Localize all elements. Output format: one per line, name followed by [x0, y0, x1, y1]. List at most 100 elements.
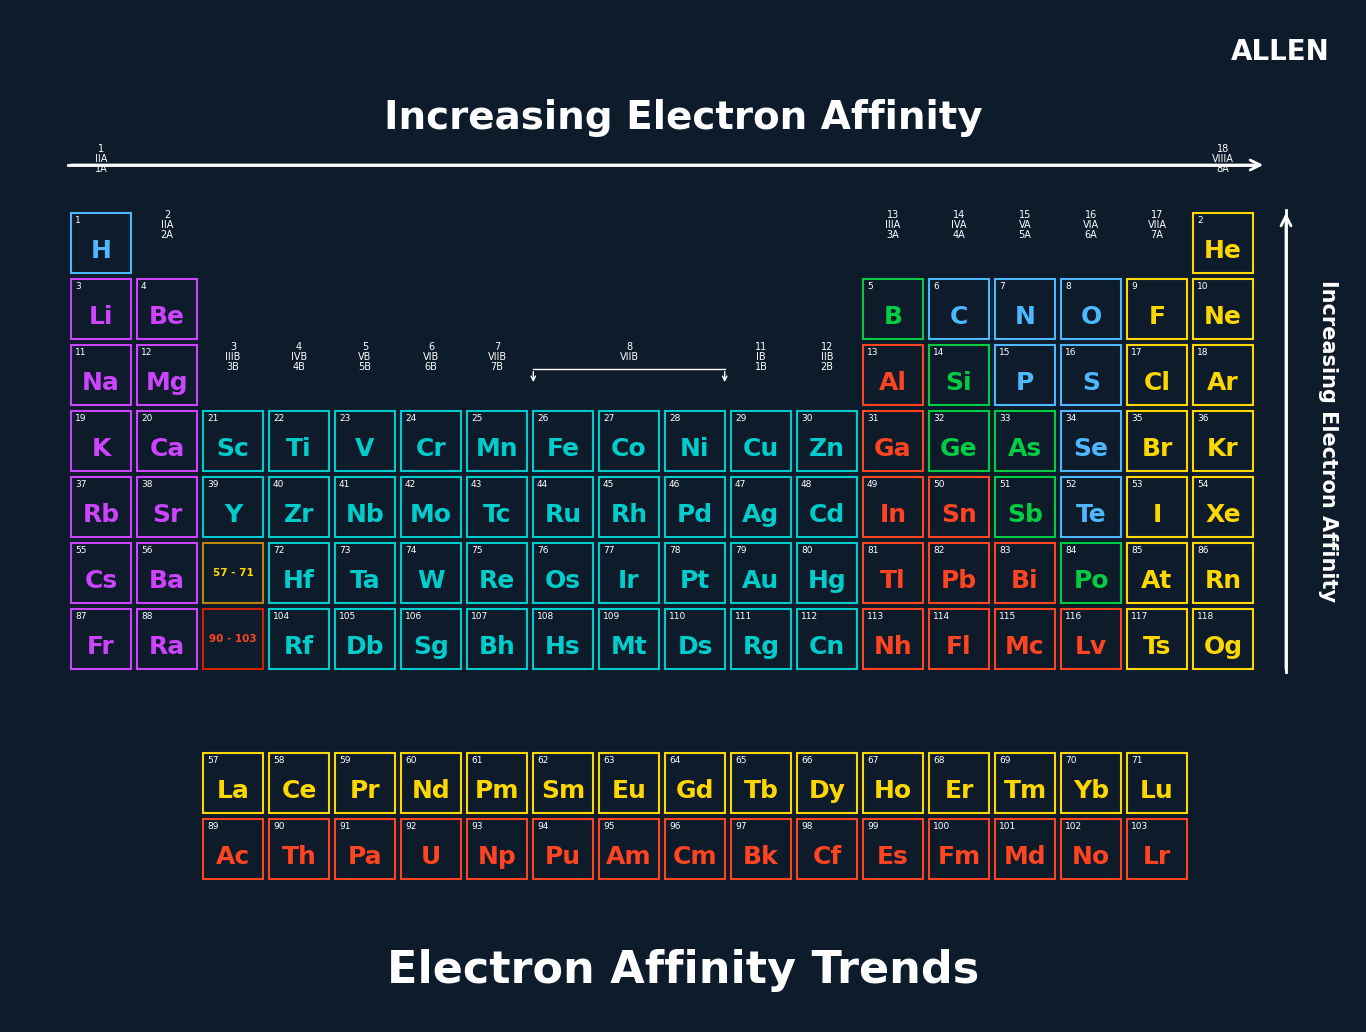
Text: Sm: Sm: [541, 779, 585, 803]
Text: 19: 19: [75, 414, 86, 423]
Text: 78: 78: [669, 546, 680, 555]
Text: 24: 24: [404, 414, 417, 423]
Bar: [204, 477, 264, 537]
Text: 101: 101: [999, 823, 1016, 831]
Bar: [467, 753, 527, 813]
Bar: [1193, 477, 1253, 537]
Text: 23: 23: [339, 414, 350, 423]
Text: 105: 105: [339, 612, 357, 621]
Text: Np: Np: [478, 845, 516, 869]
Text: 96: 96: [669, 823, 680, 831]
Text: 3: 3: [229, 342, 236, 352]
Text: IVB: IVB: [291, 352, 307, 362]
Text: Cs: Cs: [85, 569, 117, 593]
Text: Tb: Tb: [743, 779, 779, 803]
Bar: [731, 609, 791, 669]
Text: 21: 21: [208, 414, 219, 423]
Text: 16: 16: [1085, 209, 1097, 220]
Text: 100: 100: [933, 823, 951, 831]
Bar: [600, 819, 658, 879]
Bar: [994, 543, 1055, 603]
Text: 39: 39: [208, 480, 219, 489]
Text: 4B: 4B: [292, 362, 306, 372]
Text: At: At: [1142, 569, 1172, 593]
Text: Cm: Cm: [672, 845, 717, 869]
Bar: [269, 411, 329, 471]
Text: Ir: Ir: [619, 569, 639, 593]
Bar: [1127, 753, 1187, 813]
Text: 57 - 71: 57 - 71: [213, 568, 253, 578]
Text: P: P: [1016, 370, 1034, 395]
Text: 81: 81: [867, 546, 878, 555]
Text: 60: 60: [404, 756, 417, 765]
Bar: [204, 609, 264, 669]
Text: 6: 6: [428, 342, 434, 352]
Text: 108: 108: [537, 612, 555, 621]
Text: Sc: Sc: [217, 437, 250, 461]
Text: 8: 8: [626, 342, 632, 352]
Text: Nb: Nb: [346, 503, 384, 527]
Bar: [665, 477, 725, 537]
Text: Pm: Pm: [475, 779, 519, 803]
Text: 80: 80: [800, 546, 813, 555]
Bar: [929, 345, 989, 405]
Text: Au: Au: [742, 569, 780, 593]
Text: Ts: Ts: [1143, 635, 1171, 658]
Text: 82: 82: [933, 546, 944, 555]
Text: 77: 77: [602, 546, 615, 555]
Bar: [863, 411, 923, 471]
Text: Fr: Fr: [87, 635, 115, 658]
Bar: [137, 543, 197, 603]
Text: 5A: 5A: [1019, 230, 1031, 239]
Bar: [1127, 279, 1187, 338]
Text: 30: 30: [800, 414, 813, 423]
Text: 6A: 6A: [1085, 230, 1097, 239]
Text: Rg: Rg: [743, 635, 780, 658]
Text: 116: 116: [1065, 612, 1082, 621]
Bar: [402, 411, 460, 471]
Text: Rb: Rb: [82, 503, 120, 527]
Text: Dy: Dy: [809, 779, 846, 803]
Text: 37: 37: [75, 480, 86, 489]
Text: 76: 76: [537, 546, 549, 555]
Text: Mg: Mg: [146, 370, 189, 395]
Text: Yb: Yb: [1072, 779, 1109, 803]
Text: VB: VB: [358, 352, 372, 362]
Text: Kr: Kr: [1208, 437, 1239, 461]
Text: 4: 4: [296, 342, 302, 352]
Text: 38: 38: [141, 480, 153, 489]
Text: IVA: IVA: [951, 220, 967, 230]
Text: Hg: Hg: [807, 569, 847, 593]
Text: 46: 46: [669, 480, 680, 489]
Text: Ga: Ga: [874, 437, 912, 461]
Text: 1B: 1B: [754, 362, 768, 372]
Text: 54: 54: [1197, 480, 1209, 489]
Bar: [402, 609, 460, 669]
Bar: [994, 819, 1055, 879]
Text: Bk: Bk: [743, 845, 779, 869]
Text: 6: 6: [933, 282, 938, 291]
Bar: [929, 819, 989, 879]
Text: C: C: [949, 304, 968, 329]
Text: Cn: Cn: [809, 635, 846, 658]
Bar: [1127, 609, 1187, 669]
Text: 33: 33: [999, 414, 1011, 423]
Bar: [1061, 279, 1121, 338]
Text: As: As: [1008, 437, 1042, 461]
Text: Lu: Lu: [1141, 779, 1173, 803]
Text: 117: 117: [1131, 612, 1149, 621]
Text: Cu: Cu: [743, 437, 779, 461]
Text: 59: 59: [339, 756, 351, 765]
Bar: [1193, 345, 1253, 405]
Text: IIA: IIA: [161, 220, 173, 230]
Bar: [1193, 213, 1253, 273]
Text: Lr: Lr: [1143, 845, 1171, 869]
Bar: [402, 477, 460, 537]
Text: F: F: [1149, 304, 1165, 329]
Text: 104: 104: [273, 612, 290, 621]
Bar: [994, 609, 1055, 669]
Bar: [467, 609, 527, 669]
Text: Am: Am: [607, 845, 652, 869]
Text: Es: Es: [877, 845, 908, 869]
Text: 75: 75: [471, 546, 482, 555]
